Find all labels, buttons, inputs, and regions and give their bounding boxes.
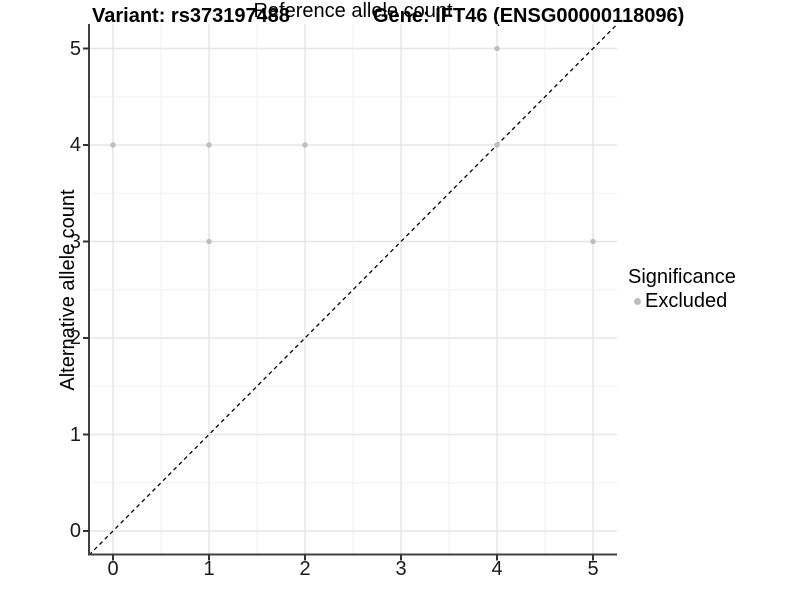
data-point xyxy=(110,142,116,148)
legend-title: Significance xyxy=(628,266,736,288)
x-axis-title: Reference allele count xyxy=(253,0,453,22)
legend: Significance Excluded xyxy=(628,266,736,313)
data-point xyxy=(206,142,212,148)
variant-title: Variant: rs373197488 xyxy=(92,5,290,27)
legend-item-excluded: Excluded xyxy=(634,290,736,313)
x-tick-label: 4 xyxy=(491,558,503,580)
identity-reference-line xyxy=(88,23,618,556)
x-tick-label: 1 xyxy=(203,558,215,580)
x-tick-label: 0 xyxy=(107,558,119,580)
y-tick-label: 0 xyxy=(69,520,81,542)
y-tick-label: 4 xyxy=(69,134,81,156)
legend-item-label: Excluded xyxy=(645,290,728,312)
y-tick-label: 2 xyxy=(69,327,81,349)
data-point xyxy=(494,45,500,52)
x-tick-label: 2 xyxy=(299,558,311,580)
data-point xyxy=(590,238,596,245)
y-tick-label: 5 xyxy=(69,37,81,60)
data-point xyxy=(494,142,500,148)
gene-title: Gene: IFT46 (ENSG00000118096) xyxy=(373,5,685,27)
y-tick-label: 1 xyxy=(69,423,81,446)
data-point xyxy=(302,142,308,148)
y-axis-title: Alternative allele count xyxy=(57,189,79,391)
y-tick-label: 3 xyxy=(69,230,81,253)
x-tick-label: 3 xyxy=(395,558,407,580)
x-tick-label: 5 xyxy=(587,558,599,580)
excluded-point-icon xyxy=(634,298,641,305)
data-point xyxy=(206,238,212,245)
